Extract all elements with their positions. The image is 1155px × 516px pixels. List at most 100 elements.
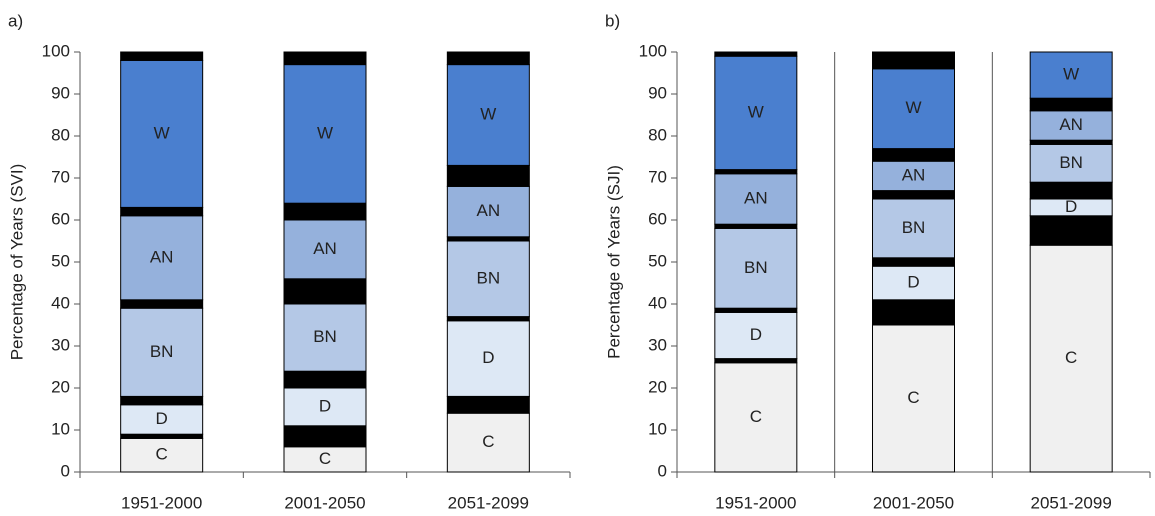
y-tick-label: 30 xyxy=(51,335,70,354)
bar-segment xyxy=(1029,181,1113,200)
segment-label: C xyxy=(156,445,168,464)
bar-segment xyxy=(283,303,367,372)
bar-segment xyxy=(872,51,955,70)
y-tick-label: 0 xyxy=(61,461,70,480)
bar-segment xyxy=(1029,139,1113,145)
bar-segment xyxy=(283,202,367,221)
bar-segment xyxy=(120,206,204,217)
segment-label: C xyxy=(319,449,331,468)
x-tick-label: 2051-2099 xyxy=(1031,493,1112,512)
segment-label: BN xyxy=(313,327,337,346)
y-axis-label: Percentage of Years (SJI) xyxy=(604,165,623,359)
segment-label: C xyxy=(907,388,919,407)
segment-label: W xyxy=(748,102,764,121)
bar-segment xyxy=(872,148,955,162)
bar-segment xyxy=(872,68,955,150)
bar-segment xyxy=(283,51,367,66)
bar-segment xyxy=(120,307,204,397)
bar-segment xyxy=(714,173,798,225)
y-tick-label: 70 xyxy=(51,167,70,186)
bar-segment xyxy=(283,64,367,204)
segment-label: AN xyxy=(313,239,337,258)
bar-segment xyxy=(446,316,530,322)
segment-label: W xyxy=(154,123,170,142)
y-tick-label: 0 xyxy=(658,461,667,480)
bar-segment xyxy=(446,395,530,414)
segment-label: BN xyxy=(477,268,501,287)
segment-label: W xyxy=(317,123,333,142)
bar-segment xyxy=(1029,97,1113,112)
bar-segment xyxy=(714,55,798,171)
segment-label: AN xyxy=(902,165,926,184)
x-tick-label: 2051-2099 xyxy=(448,493,529,512)
bar-segment xyxy=(1029,215,1113,246)
segment-label: D xyxy=(907,272,919,291)
bar-segment xyxy=(872,198,955,259)
bar-segment xyxy=(714,311,798,360)
bar-segment xyxy=(120,404,204,435)
segment-label: C xyxy=(1065,348,1077,367)
segment-label: D xyxy=(750,325,762,344)
y-tick-label: 10 xyxy=(51,419,70,438)
y-tick-label: 90 xyxy=(648,83,667,102)
bar-segment xyxy=(714,358,798,364)
segment-label: D xyxy=(319,396,331,415)
panel-label: a) xyxy=(8,11,23,30)
bar-segment xyxy=(120,59,204,208)
bar-segment xyxy=(446,240,530,318)
segment-label: BN xyxy=(1059,153,1083,172)
bar-segment xyxy=(120,395,204,406)
y-tick-label: 100 xyxy=(42,41,70,60)
bar-segment xyxy=(872,160,955,192)
bar-segment xyxy=(872,265,955,301)
y-tick-label: 10 xyxy=(648,419,667,438)
bar-segment xyxy=(283,278,367,305)
y-tick-label: 20 xyxy=(51,377,70,396)
y-tick-label: 70 xyxy=(648,167,667,186)
bar-segment xyxy=(283,446,367,473)
y-tick-label: 40 xyxy=(51,293,70,312)
bar-segment xyxy=(872,190,955,200)
segment-label: C xyxy=(482,432,494,451)
segment-label: BN xyxy=(902,218,926,237)
segment-label: BN xyxy=(150,342,174,361)
y-tick-label: 100 xyxy=(639,41,667,60)
bar-segment xyxy=(1029,51,1113,99)
y-tick-label: 20 xyxy=(648,377,667,396)
bar-segment xyxy=(120,51,204,61)
y-tick-label: 50 xyxy=(648,251,667,270)
bar-segment xyxy=(446,320,530,397)
bar-segment xyxy=(1029,244,1113,473)
bar-segment xyxy=(120,437,204,473)
y-axis-label: Percentage of Years (SVI) xyxy=(7,164,26,361)
bar-segment xyxy=(714,51,798,57)
bar-segment xyxy=(872,324,955,473)
y-tick-label: 90 xyxy=(51,83,70,102)
y-tick-label: 80 xyxy=(648,125,667,144)
x-tick-label: 2001-2050 xyxy=(873,493,954,512)
bar-segment xyxy=(714,223,798,229)
bar-segment xyxy=(446,185,530,238)
bar-segment xyxy=(283,219,367,280)
bar-segment xyxy=(714,362,798,473)
bar-segment xyxy=(446,164,530,187)
bar-segment xyxy=(120,299,204,309)
x-tick-label: 1951-2000 xyxy=(121,493,202,512)
segment-label: C xyxy=(750,407,762,426)
bar-segment xyxy=(283,425,367,448)
bar-segment xyxy=(120,215,204,301)
y-tick-label: 60 xyxy=(648,209,667,228)
segment-label: AN xyxy=(1059,115,1083,134)
segment-label: D xyxy=(156,409,168,428)
segment-label: D xyxy=(1065,197,1077,216)
bar-segment xyxy=(446,236,530,242)
bar-segment xyxy=(872,299,955,326)
segment-label: AN xyxy=(150,247,174,266)
bar-segment xyxy=(283,370,367,389)
segment-label: W xyxy=(480,104,496,123)
segment-label: BN xyxy=(744,258,768,277)
bar-segment xyxy=(446,51,530,66)
y-tick-label: 60 xyxy=(51,209,70,228)
